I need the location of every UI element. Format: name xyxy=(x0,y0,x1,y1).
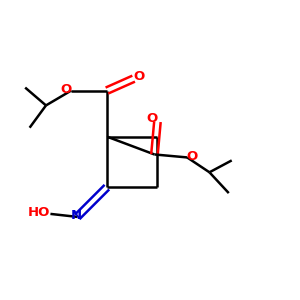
Text: O: O xyxy=(134,70,145,83)
Text: O: O xyxy=(60,83,71,96)
Text: O: O xyxy=(186,150,197,163)
Text: O: O xyxy=(146,112,158,125)
Text: HO: HO xyxy=(28,206,50,219)
Text: N: N xyxy=(71,209,82,222)
